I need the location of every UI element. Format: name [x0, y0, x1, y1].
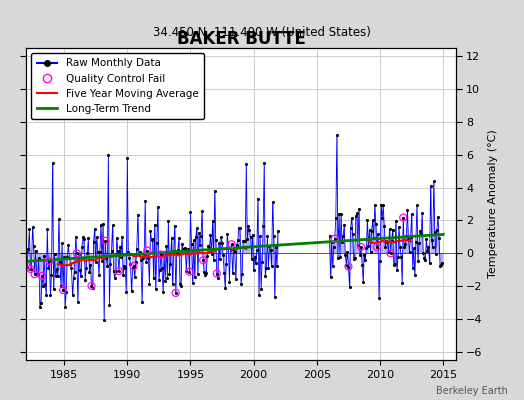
- Point: [157, 251, 165, 258]
- Point: [38, 273, 46, 279]
- Point: [115, 268, 123, 274]
- Point: [72, 250, 81, 256]
- Y-axis label: Temperature Anomaly (°C): Temperature Anomaly (°C): [488, 130, 498, 278]
- Text: Berkeley Earth: Berkeley Earth: [436, 386, 508, 396]
- Point: [143, 247, 151, 254]
- Point: [26, 266, 35, 272]
- Legend: Raw Monthly Data, Quality Control Fail, Five Year Moving Average, Long-Term Tren: Raw Monthly Data, Quality Control Fail, …: [31, 53, 204, 119]
- Point: [399, 214, 408, 221]
- Point: [88, 283, 96, 289]
- Point: [227, 241, 236, 248]
- Point: [331, 236, 339, 242]
- Point: [129, 263, 138, 269]
- Point: [199, 257, 208, 264]
- Point: [59, 287, 67, 293]
- Point: [386, 250, 395, 256]
- Point: [373, 244, 381, 250]
- Point: [185, 268, 194, 275]
- Point: [30, 271, 39, 277]
- Point: [213, 270, 221, 277]
- Point: [23, 264, 31, 270]
- Text: 34.450 N, 111.400 W (United States): 34.450 N, 111.400 W (United States): [153, 26, 371, 39]
- Point: [101, 238, 110, 244]
- Point: [357, 244, 365, 250]
- Point: [45, 258, 53, 264]
- Title: BAKER BUTTE: BAKER BUTTE: [177, 30, 305, 48]
- Point: [344, 263, 353, 270]
- Point: [171, 290, 180, 296]
